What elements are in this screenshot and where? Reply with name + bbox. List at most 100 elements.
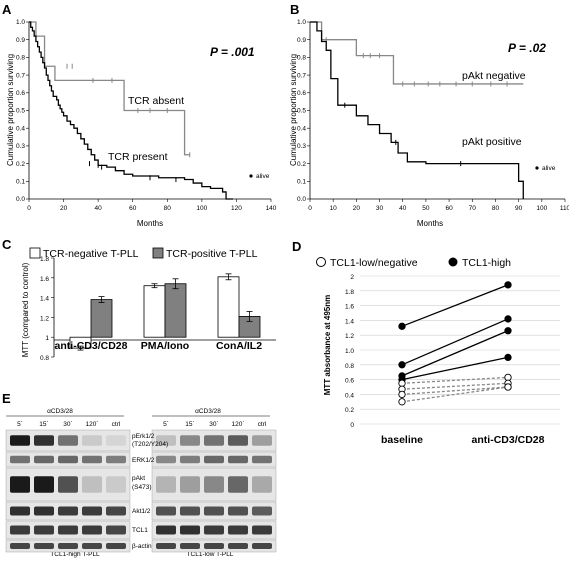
c-legend-tcr-negative: TCR-negative T-PLL [43,248,139,260]
e-right-band [252,455,272,464]
e-right-band [204,525,224,535]
b-y-tick-label: 0.9 [297,37,306,44]
d-line-tcl1-high [401,356,509,381]
e-left-treatment: αCD3/28 [47,408,73,415]
e-left-caption: TCL1-high T-PLL [50,551,100,558]
d-point-tcl1-low [398,390,406,399]
e-right-band [204,506,224,516]
e-right-band [204,476,224,493]
e-left-band [34,455,54,464]
b-curve-pakt-negative [310,21,524,85]
e-left-band [10,525,30,535]
e-right-lane-label: 30´ [209,421,218,428]
d-y-tick-label: 1.4 [345,318,354,325]
a-y-tick-label: 0.3 [16,143,25,150]
b-legend-alive-marker [535,166,539,170]
e-right-band [228,435,248,446]
a-curve-tcr-present [29,21,233,200]
e-left-band [82,543,102,549]
e-left-band [34,525,54,535]
panel-label-a: A [2,2,12,17]
e-row-label: pErk1/2 [132,433,155,440]
panel-e-western-blot: αCD3/28 αCD3/28 TCL1-high T-PLL TCL1-low… [5,408,277,558]
c-category-label: PMA/Iono [141,340,189,352]
e-left-lane-label: 120´ [85,421,98,428]
a-y-tick-label: 0.1 [16,179,25,186]
c-y-tick-label: 0.8 [40,355,49,362]
e-row-sublabel: (T202/Y204) [132,441,168,448]
d-y-tick-label: 0 [350,422,354,429]
c-bar-tcr-negative [217,276,240,338]
e-left-lane-label: 15´ [39,421,48,428]
e-right-band [252,506,272,516]
d-point-tcl1-high [398,322,406,330]
e-right-caption: TCL1-low T-PLL [187,551,234,558]
e-left-band [106,455,126,464]
e-right-band [156,506,176,516]
panel-c-mtt-bars: MTT (compared to control) TCR-negative T… [21,247,276,362]
e-left-band [34,543,54,549]
e-right-lane-label: 15´ [185,421,194,428]
d-y-tick-label: 0.8 [345,363,354,370]
e-right-band [180,435,200,446]
e-right-band [252,525,272,535]
d-point-tcl1-low [504,373,512,382]
d-legend-marker-tcl1-high [448,257,458,267]
e-right-band [204,435,224,446]
e-left-lane-label: ctrl [112,421,121,428]
d-point-tcl1-high [504,353,512,362]
d-y-tick-label: 1.8 [345,289,354,296]
e-left-band [10,455,30,464]
e-right-treatment: αCD3/28 [195,408,221,415]
e-left-lane-label: 5´ [17,421,23,428]
e-left-band [58,455,78,464]
e-right-lane-label: ctrl [258,421,267,428]
c-legend-swatch-tcr-positive [152,247,164,259]
b-x-tick-label: 110 [560,205,569,212]
e-left-band [10,435,30,446]
a-legend-alive-marker [249,174,253,178]
e-right-band [156,455,176,464]
d-y-tick-label: 1.0 [345,348,354,355]
e-left-band [34,435,54,446]
a-y-tick-label: 0.0 [16,196,25,203]
a-x-tick-label: 140 [266,205,277,212]
e-right-band [228,543,248,549]
a-x-tick-label: 0 [27,205,31,212]
c-y-tick-label: 1 [45,335,49,342]
e-row-label: TCL1 [132,527,148,534]
c-legend-swatch-tcr-negative [29,247,41,259]
e-left-band [34,476,54,493]
b-x-label: Months [417,219,443,228]
b-p-value: P = .02 [508,41,546,55]
b-y-tick-label: 0.2 [297,161,306,168]
c-category-label: ConA/IL2 [216,340,262,352]
e-left-band [10,506,30,516]
e-left-band [106,525,126,535]
c-bar-tcr-positive [164,283,187,338]
e-right-band [204,543,224,549]
e-left-band [106,476,126,493]
d-legend-tcl1-low: TCL1-low/negative [330,257,418,269]
e-row-label: β-actin [132,543,152,550]
a-x-tick-label: 100 [196,205,207,212]
e-right-band [180,543,200,549]
b-x-tick-label: 90 [515,205,523,212]
panel-label-c: C [2,237,12,252]
d-line-tcl1-low [401,386,509,396]
d-line-tcl1-high [401,318,509,366]
a-legend-alive: alive [256,173,270,180]
c-y-tick-label: 1.6 [40,276,49,283]
b-annotation-pakt-positive: pAkt positive [462,136,522,148]
a-y-tick-label: 0.7 [16,72,25,79]
a-y-tick-label: 0.2 [16,161,25,168]
b-x-tick-label: 80 [492,205,500,212]
d-legend-marker-tcl1-low [316,257,326,267]
e-right-band [156,476,176,493]
e-right-band [156,525,176,535]
panel-a-survival-tcr: Cumulative proportion surviving Months P… [6,19,277,228]
a-x-tick-label: 80 [164,205,172,212]
b-x-tick-label: 70 [469,205,477,212]
a-y-tick-label: 1.0 [16,19,25,26]
